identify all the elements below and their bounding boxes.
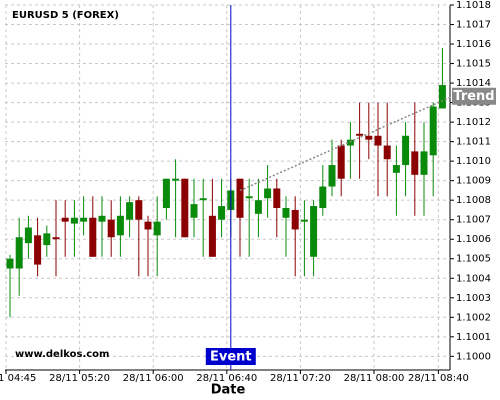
candle-body [61, 217, 69, 222]
candle-body [236, 178, 244, 218]
candle-body [172, 178, 180, 181]
x-axis-title: Date [211, 383, 246, 398]
candle-body [80, 217, 88, 222]
candle-body [392, 165, 400, 173]
y-tick-label: 1.1003 [456, 293, 491, 304]
y-tick-label: 1.1007 [456, 215, 491, 226]
candle-body [438, 85, 446, 109]
candle-body [153, 221, 161, 236]
candle-body [116, 215, 124, 236]
x-tick-label: 28/11 05:20 [49, 373, 110, 384]
y-tick-label: 1.1011 [456, 137, 491, 148]
candle-body [337, 145, 345, 179]
candle-body [144, 221, 152, 230]
candle-body [429, 106, 437, 156]
event-label: Event [210, 350, 252, 365]
y-tick-label: 1.1008 [456, 195, 491, 206]
y-tick-label: 1.1004 [456, 273, 491, 284]
candle-body [98, 215, 106, 222]
candle-body [34, 235, 42, 265]
candle-body [356, 133, 364, 136]
candles [6, 47, 446, 318]
chart-title: EURUSD 5 (FOREX) [12, 10, 119, 21]
y-tick-label: 1.1006 [456, 234, 491, 245]
candle-body [319, 186, 327, 208]
candle-body [24, 227, 32, 244]
x-tick-label: 28/11 04:45 [0, 373, 36, 384]
candle-body [420, 151, 428, 175]
y-tick-label: 1.1000 [456, 351, 491, 362]
y-tick-label: 1.1009 [456, 176, 491, 187]
y-tick-label: 1.1001 [456, 332, 491, 343]
candle-body [310, 206, 318, 257]
x-tick-label: 28/11 08:00 [344, 373, 405, 384]
candle-body [126, 202, 134, 220]
x-tick-label: 28/11 06:00 [123, 373, 184, 384]
candle-body [52, 237, 60, 240]
candle-body [162, 178, 170, 208]
y-tick-label: 1.1014 [456, 78, 491, 89]
candle-body [365, 135, 373, 140]
y-tick-label: 1.1005 [456, 254, 491, 265]
candle-body [190, 204, 198, 218]
candle-body [135, 200, 143, 220]
y-tick-label: 1.1015 [456, 59, 491, 70]
candle-body [199, 198, 207, 201]
y-tick-label: 1.1012 [456, 117, 491, 128]
trend-line [239, 96, 452, 192]
candle-body [254, 200, 262, 214]
candle-body [107, 219, 115, 238]
y-tick-label: 1.1017 [456, 20, 491, 31]
candle-body [218, 206, 226, 220]
y-tick-label: 1.1010 [456, 156, 491, 167]
x-tick-label: 28/11 08:40 [408, 373, 469, 384]
candle-body [402, 135, 410, 166]
plot-area [5, 5, 450, 370]
event-label-box [205, 348, 256, 365]
trend-label: Trend [453, 89, 494, 104]
candle-body [245, 196, 253, 199]
candle-body [89, 217, 97, 257]
candle-body [181, 178, 189, 238]
x-tick-label: 28/11 06:40 [196, 373, 257, 384]
candle-body [383, 145, 391, 160]
candle-body [282, 207, 290, 218]
candle-body [273, 188, 281, 208]
candle-body [208, 215, 216, 257]
trend-label-box [452, 87, 496, 105]
candle-body [264, 188, 272, 199]
candle-body [328, 165, 336, 187]
candle-body [346, 139, 354, 146]
watermark: www.delkos.com [15, 349, 109, 360]
y-tick-label: 1.1018 [456, 0, 491, 11]
candle-body [70, 217, 78, 224]
y-tick-label: 1.1016 [456, 39, 491, 50]
y-tick-label: 1.1002 [456, 312, 491, 323]
candle-body [300, 219, 308, 222]
candle-body [291, 209, 299, 230]
candle-body [15, 237, 23, 269]
candle-body [374, 135, 382, 146]
candle-body [411, 151, 419, 175]
grid [5, 4, 450, 370]
x-tick-label: 28/11 07:20 [270, 373, 331, 384]
candle-body [43, 233, 51, 246]
candle-body [6, 258, 14, 269]
